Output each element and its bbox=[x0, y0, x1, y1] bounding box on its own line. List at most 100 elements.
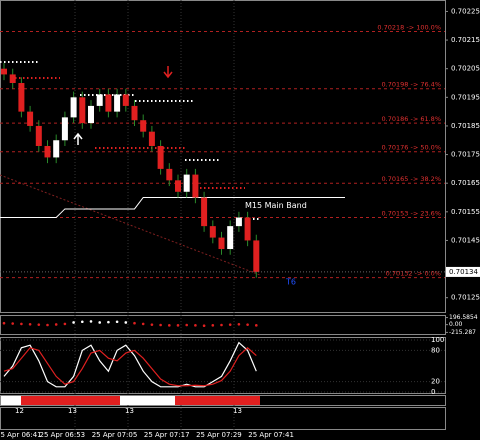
cci-dot bbox=[176, 324, 180, 327]
cci-tick-label: -215.287 bbox=[449, 329, 476, 336]
cci-dot bbox=[20, 322, 23, 326]
x-tick-label: 25 Apr 06:41 bbox=[0, 431, 42, 439]
cci-dot bbox=[141, 322, 145, 326]
candle-body bbox=[253, 240, 260, 272]
candle-body bbox=[53, 140, 60, 158]
panel-frames bbox=[0, 0, 446, 430]
cci-dot bbox=[202, 324, 206, 328]
candle-body bbox=[61, 117, 68, 141]
signal-strip-white bbox=[1, 396, 21, 405]
candle-body bbox=[209, 226, 216, 238]
sell-arrow bbox=[163, 66, 173, 79]
y-tick-label: 0.70165 bbox=[451, 179, 480, 187]
cci-tick-label: 0.00 bbox=[449, 321, 463, 328]
candle-body bbox=[227, 226, 234, 250]
band-label: M15 Main Band bbox=[245, 201, 307, 210]
stoch-line bbox=[3, 346, 257, 387]
fib-label: 0.70132 -> 0.0% bbox=[386, 270, 441, 278]
signal-dots bbox=[0, 61, 260, 220]
cci-tick-label: 196.5854 bbox=[449, 314, 478, 321]
cci-dot bbox=[220, 323, 223, 327]
cci-dot bbox=[28, 322, 32, 326]
candle-body bbox=[244, 217, 251, 241]
cci-dot bbox=[72, 321, 75, 324]
band-line bbox=[0, 197, 345, 219]
candle-body bbox=[1, 68, 7, 75]
y-tick-label: 0.70215 bbox=[451, 36, 480, 44]
y-tick-label: 0.70125 bbox=[451, 294, 480, 302]
y-tick-label: 0.70145 bbox=[451, 236, 480, 244]
cci-dot bbox=[115, 320, 119, 324]
cci-dot bbox=[254, 324, 258, 327]
candle-body bbox=[140, 120, 147, 132]
signal-strip-white bbox=[120, 396, 175, 405]
sub-label: 12 bbox=[15, 407, 24, 415]
fib-label: 0.70198 -> 76.4% bbox=[382, 81, 441, 89]
stoch-tick-label: 0 bbox=[431, 388, 435, 396]
cci-dot bbox=[81, 320, 84, 324]
cci-dot bbox=[124, 321, 128, 324]
candle-body bbox=[218, 237, 225, 250]
cci-dot bbox=[246, 323, 249, 326]
fib-label: 0.70218 -> 100.0% bbox=[377, 23, 441, 31]
candle-body bbox=[9, 74, 16, 84]
x-tick-label: 25 Apr 07:41 bbox=[248, 431, 294, 439]
y-tick-label: 0.70195 bbox=[451, 93, 480, 101]
cci-dot bbox=[211, 324, 215, 327]
cci-dot bbox=[54, 323, 58, 326]
candle-body bbox=[148, 131, 155, 146]
last-price-box bbox=[446, 266, 480, 277]
buy-arrow bbox=[73, 132, 83, 145]
candle-body bbox=[44, 145, 51, 158]
candle-body bbox=[201, 197, 208, 227]
x-tick-label: 25 Apr 07:05 bbox=[92, 431, 138, 439]
stoch-tick-label: 80 bbox=[431, 346, 440, 354]
sub-label: 13 bbox=[68, 407, 77, 415]
last-price-label: 0.70134 bbox=[449, 268, 478, 276]
fib-label: 0.70165 -> 38.2% bbox=[382, 175, 441, 183]
y-tick-label: 0.70225 bbox=[451, 7, 480, 15]
cci-dot bbox=[46, 323, 49, 327]
fib-label: 0.70176 -> 50.0% bbox=[382, 144, 441, 152]
cci-dot bbox=[237, 322, 241, 326]
fib-label: 0.70153 -> 23.6% bbox=[382, 210, 441, 218]
candle-body bbox=[96, 94, 103, 106]
cci-dot bbox=[107, 320, 110, 324]
candle-body bbox=[235, 217, 242, 227]
cci-dot bbox=[2, 321, 6, 325]
y-tick-label: 0.70185 bbox=[451, 122, 480, 130]
cci-dot bbox=[150, 323, 154, 326]
trend-line bbox=[0, 174, 261, 276]
y-tick-label: 0.70175 bbox=[451, 151, 480, 159]
stoch-tick-label: 20 bbox=[431, 378, 440, 386]
cci-dot bbox=[168, 324, 171, 327]
cci-dot bbox=[11, 322, 14, 325]
candle-body bbox=[183, 174, 190, 192]
candle-body bbox=[114, 94, 121, 112]
cci-dot bbox=[194, 324, 197, 327]
cci-dot bbox=[159, 323, 162, 327]
candle-body bbox=[157, 145, 164, 169]
candle-body bbox=[27, 111, 34, 126]
cci-dot bbox=[63, 322, 67, 326]
candle-body bbox=[131, 105, 138, 121]
candle-body bbox=[35, 125, 42, 146]
marker-label: T6 bbox=[285, 278, 296, 287]
cci-dot bbox=[37, 323, 41, 326]
y-tick-label: 0.70205 bbox=[451, 65, 480, 73]
candle-body bbox=[175, 180, 181, 192]
time-grid bbox=[74, 0, 235, 430]
sub-label: 13 bbox=[125, 407, 134, 415]
cci-dot bbox=[185, 323, 188, 327]
fib-label: 0.70186 -> 61.8% bbox=[382, 115, 441, 123]
x-tick-label: 25 Apr 07:29 bbox=[196, 431, 242, 439]
candle-body bbox=[79, 97, 86, 124]
stoch-line bbox=[3, 341, 257, 388]
cci-dot bbox=[228, 323, 232, 326]
y-tick-label: 0.70155 bbox=[451, 208, 480, 216]
candle-body bbox=[70, 97, 77, 118]
candle-body bbox=[88, 105, 94, 124]
candle-body bbox=[105, 94, 112, 112]
x-tick-label: 25 Apr 07:17 bbox=[144, 431, 190, 439]
cci-dot bbox=[133, 321, 136, 325]
